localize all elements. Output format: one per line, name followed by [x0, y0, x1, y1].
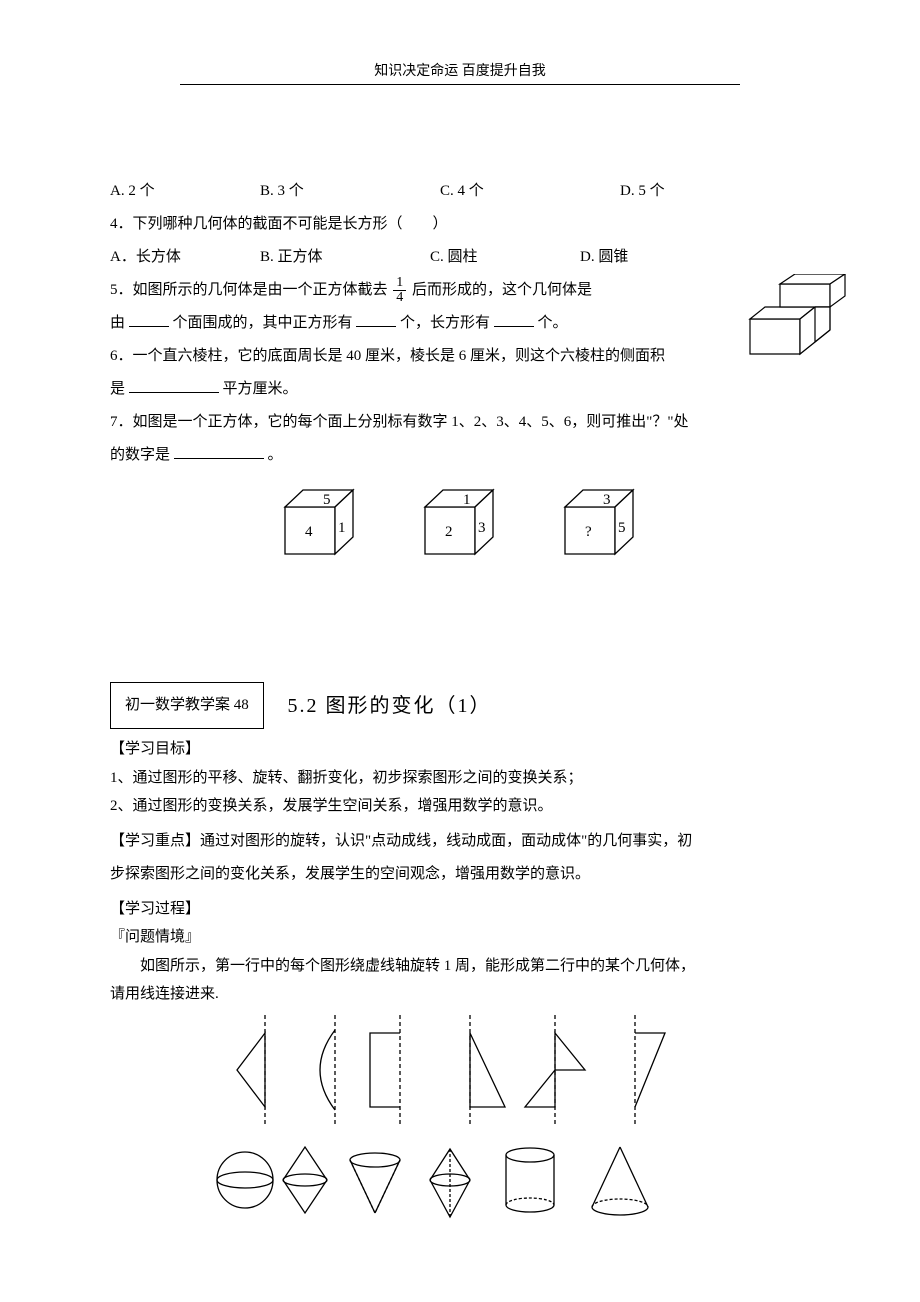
lesson-box: 初一数学教学案 48 [110, 682, 264, 729]
q5-l2c: 个，长方形有 [400, 315, 490, 331]
process-heading: 【学习过程】 [110, 895, 810, 924]
frac-den: 4 [393, 291, 406, 305]
q5-fraction: 1 4 [393, 276, 406, 305]
q5-line2: 由 个面围成的，其中正方形有 个，长方形有 个。 [110, 307, 810, 340]
cubes-figure: 5 4 1 1 2 3 3 [110, 482, 810, 562]
page-header: 知识决定命运 百度提升自我 [180, 60, 740, 85]
q4-options: A．长方体 B. 正方体 C. 圆柱 D. 圆锥 [110, 241, 810, 274]
q6-l2a: 是 [110, 381, 125, 397]
q5-blank3[interactable] [494, 313, 534, 327]
q3-opt-c: C. 4 个 [440, 175, 620, 208]
cube1-side: 1 [338, 520, 346, 536]
cube1-top: 5 [323, 492, 331, 508]
objective-2: 2、通过图形的变换关系，发展学生空间关系，增强用数学的意识。 [110, 792, 810, 821]
cube3-side: 5 [618, 520, 626, 536]
flat-shapes-row [110, 1015, 810, 1125]
q5-l2d: 个。 [538, 315, 568, 331]
situation-heading: 『问题情境』 [110, 923, 810, 952]
q5-l2a: 由 [110, 315, 125, 331]
cube3-front: ? [585, 524, 592, 540]
q6-line2: 是 平方厘米。 [110, 373, 810, 406]
solids-row [110, 1135, 810, 1225]
cube-1: 5 4 1 [275, 482, 365, 562]
q4-opt-d: D. 圆锥 [580, 241, 628, 274]
cube2-top: 1 [463, 492, 471, 508]
q7-line2: 的数字是 。 [110, 439, 810, 472]
keypoint-line2: 步探索图形之间的变化关系，发展学生的空间观念，增强用数学的意识。 [110, 858, 810, 891]
q7-line1: 7．如图是一个正方体，它的每个面上分别标有数字 1、2、3、4、5、6，则可推出… [110, 406, 810, 439]
q3-opt-d: D. 5 个 [620, 175, 665, 208]
q3-opt-b: B. 3 个 [260, 175, 440, 208]
q4-stem: 4．下列哪种几何体的截面不可能是长方形（ ） [110, 208, 810, 241]
lesson-title: 5.2 图形的变化（1） [288, 684, 492, 728]
keypoint-line1: 【学习重点】通过对图形的旋转，认识"点动成线，线动成面，面动成体"的几何事实，初 [110, 825, 810, 858]
cube1-front: 4 [305, 524, 313, 540]
q6-l2b: 平方厘米。 [223, 381, 298, 397]
cube2-front: 2 [445, 524, 453, 540]
q3-opt-a: A. 2 个 [110, 175, 260, 208]
objective-1: 1、通过图形的平移、旋转、翻折变化，初步探索图形之间的变换关系； [110, 764, 810, 793]
q6-line1: 6．一个直六棱柱，它的底面周长是 40 厘米，棱长是 6 厘米，则这个六棱柱的侧… [110, 340, 810, 373]
cube2-side: 3 [478, 520, 486, 536]
cube-3: 3 ? 5 [555, 482, 645, 562]
q4-opt-a: A．长方体 [110, 241, 260, 274]
q7-l2a: 的数字是 [110, 447, 170, 463]
q6-blank[interactable] [129, 379, 219, 393]
situation-line2: 请用线连接进来. [110, 980, 810, 1009]
frac-num: 1 [393, 276, 406, 291]
q3-options: A. 2 个 B. 3 个 C. 4 个 D. 5 个 [110, 175, 810, 208]
q5-line1: 5．如图所示的几何体是由一个正方体截去 1 4 后而形成的，这个几何体是 [110, 274, 810, 307]
q5-p2: 后而形成的，这个几何体是 [412, 282, 592, 298]
q5-blank1[interactable] [129, 313, 169, 327]
objectives-heading: 【学习目标】 [110, 735, 810, 764]
situation-line1: 如图所示，第一行中的每个图形绕虚线轴旋转 1 周，能形成第二行中的某个几何体， [110, 952, 810, 981]
q5-blank2[interactable] [356, 313, 396, 327]
cube-2: 1 2 3 [415, 482, 505, 562]
q4-opt-c: C. 圆柱 [430, 241, 580, 274]
q5-l2b: 个面围成的，其中正方形有 [173, 315, 353, 331]
q7-blank[interactable] [174, 445, 264, 459]
cube3-top: 3 [603, 492, 611, 508]
q7-l2b: 。 [268, 447, 283, 463]
q4-opt-b: B. 正方体 [260, 241, 430, 274]
q5-p1: 5．如图所示的几何体是由一个正方体截去 [110, 282, 388, 298]
